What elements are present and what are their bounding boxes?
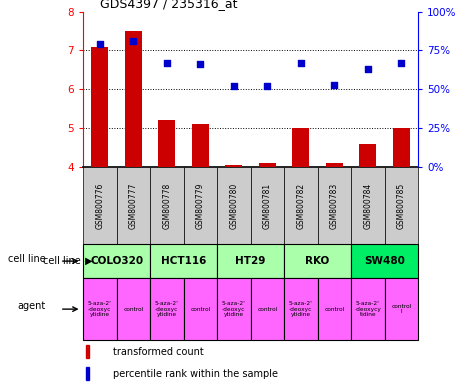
Text: ▶: ▶ [82,256,92,266]
Bar [83,167,117,244]
Bar [284,244,351,278]
Text: HT29: HT29 [236,256,266,266]
Text: control: control [257,306,277,312]
Bar [351,244,418,278]
Text: GSM800780: GSM800780 [229,182,238,228]
Bar [184,167,217,244]
Text: 5-aza-2'
-deoxyc
ytidine: 5-aza-2' -deoxyc ytidine [88,301,112,317]
Bar [393,128,409,167]
Point [96,41,104,47]
Text: GSM800778: GSM800778 [162,182,171,228]
Bar [86,367,89,381]
Bar [150,278,184,340]
Text: cell line: cell line [43,256,81,266]
Point [364,66,371,72]
Bar [83,278,117,340]
Bar [117,167,150,244]
Point [130,38,137,44]
Bar [385,167,418,244]
Text: GSM800779: GSM800779 [196,182,205,228]
Bar [150,244,217,278]
Bar [125,31,142,167]
Bar [317,167,351,244]
Text: cell line: cell line [8,254,46,265]
Text: COLO320: COLO320 [90,256,143,266]
Point [163,60,171,66]
Text: GSM800784: GSM800784 [363,182,372,228]
Bar [293,128,309,167]
Text: control: control [123,306,143,312]
Bar [150,167,184,244]
Bar [385,278,418,340]
Text: transformed count: transformed count [113,347,204,357]
Text: GSM800783: GSM800783 [330,182,339,228]
Bar [351,278,385,340]
Text: GSM800781: GSM800781 [263,182,272,228]
Bar [192,124,209,167]
Text: GSM800777: GSM800777 [129,182,138,228]
Text: 5-aza-2'
-deoxyc
ytidine: 5-aza-2' -deoxyc ytidine [289,301,313,317]
Bar [284,167,318,244]
Text: GSM800782: GSM800782 [296,182,305,228]
Bar [217,278,251,340]
Bar [117,278,150,340]
Text: control: control [324,306,344,312]
Point [398,60,405,66]
Bar [184,278,217,340]
Bar [259,163,275,167]
Bar [83,244,150,278]
Bar [326,163,342,167]
Text: 5-aza-2'
-deoxyc
ytidine: 5-aza-2' -deoxyc ytidine [155,301,179,317]
Bar [86,345,89,358]
Point [264,83,271,89]
Text: RKO: RKO [305,256,330,266]
Bar [251,278,284,340]
Bar [317,278,351,340]
Bar [159,121,175,167]
Point [197,61,204,68]
Text: GDS4397 / 235316_at: GDS4397 / 235316_at [100,0,238,10]
Text: GSM800776: GSM800776 [95,182,104,228]
Text: percentile rank within the sample: percentile rank within the sample [113,369,278,379]
Bar [284,278,318,340]
Bar [351,167,385,244]
Text: 5-aza-2'
-deoxycy
tidine: 5-aza-2' -deoxycy tidine [354,301,381,317]
Text: control: control [190,306,210,312]
Text: SW480: SW480 [364,256,405,266]
Point [230,83,238,89]
Text: control
l: control l [391,304,411,314]
Point [297,60,304,66]
Bar [360,144,376,167]
Bar [217,167,251,244]
Bar [251,167,284,244]
Bar [217,244,284,278]
Text: 5-aza-2'
-deoxyc
ytidine: 5-aza-2' -deoxyc ytidine [222,301,246,317]
Bar [226,165,242,167]
Text: agent: agent [18,301,46,311]
Text: HCT116: HCT116 [161,256,206,266]
Bar [92,46,108,167]
Point [331,81,338,88]
Text: GSM800785: GSM800785 [397,182,406,228]
